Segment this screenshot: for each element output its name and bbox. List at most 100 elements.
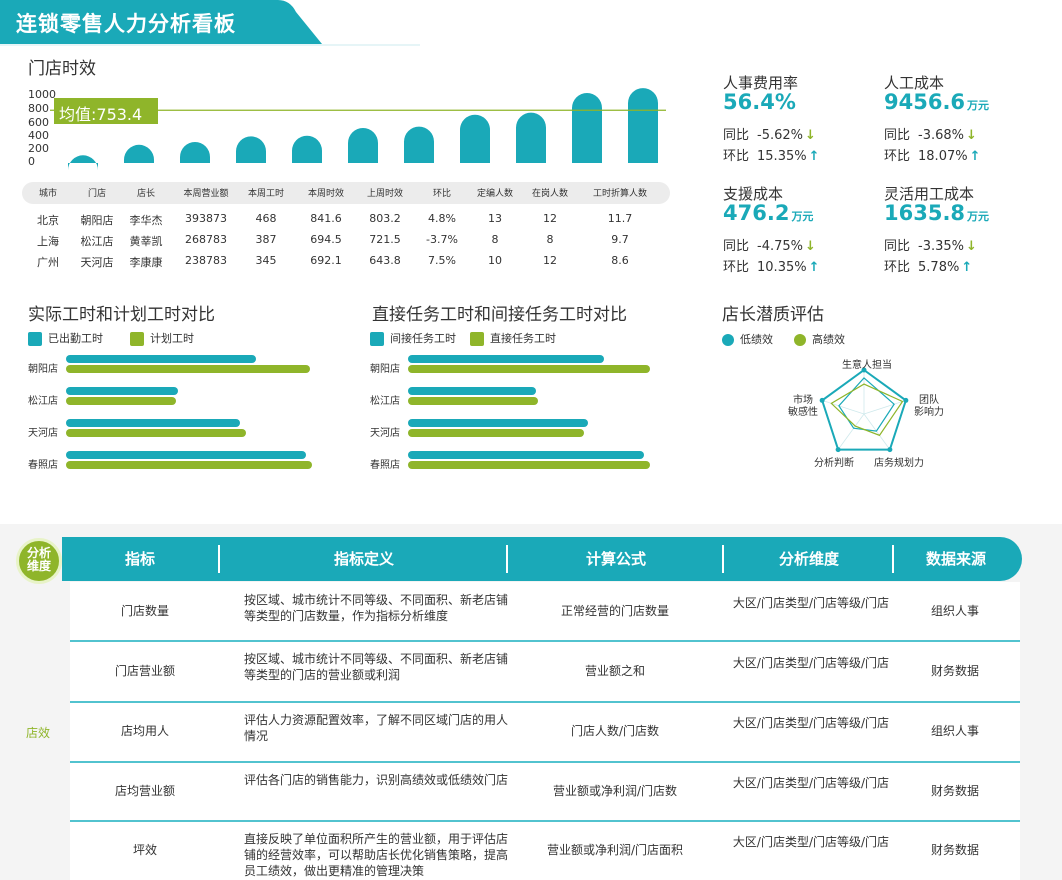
change-label: 同比 (723, 128, 750, 143)
category-efficiency: 店效 (26, 726, 51, 740)
kpi-label: 人工成本 (884, 74, 945, 92)
change-value: 18.07% (918, 149, 968, 164)
header-formula: 计算公式 (585, 550, 646, 568)
change-label: 同比 (884, 128, 911, 143)
efficiency-bar (348, 128, 378, 163)
table-cell: 8 (491, 233, 499, 246)
legend-swatch (470, 332, 484, 346)
table-header-cell: 城市 (38, 189, 57, 199)
table-cell: 10 (488, 254, 502, 267)
radar-axis-label: 团队 影响力 (914, 395, 944, 418)
radar-title: 店长潜质评估 (722, 305, 824, 325)
table-header-cell: 本周工时 (247, 189, 284, 199)
kpi-change-row: 环比 5.78% ↑ (884, 256, 972, 275)
category-label: 松江店 (370, 396, 400, 407)
table-cell: 北京 (37, 214, 59, 227)
table-header-cell: 工时折算人数 (592, 189, 647, 199)
arrow-down-icon: ↓ (966, 239, 977, 254)
table-cell: 387 (255, 233, 277, 246)
legend-indirect: 间接任务工时 (370, 330, 456, 346)
hbar (66, 365, 310, 373)
y-tick: 400 (28, 129, 49, 142)
efficiency-bar (180, 142, 210, 163)
hbar (408, 355, 604, 363)
table-cell: 8 (546, 233, 554, 246)
category-label: 朝阳店 (370, 364, 400, 375)
hbar (66, 397, 176, 405)
table-header-cell: 店长 (136, 189, 155, 199)
table-cell: 4.8% (428, 212, 456, 225)
change-label: 环比 (884, 149, 911, 164)
efficiency-bar (460, 114, 490, 163)
radar-spoke (822, 400, 865, 415)
kpi-unit: 万元 (967, 210, 990, 223)
efficiency-bar (124, 144, 154, 163)
table-cell: 朝阳店 (80, 214, 114, 227)
metric-dimension: 大区/门店类型/门店等级/门店 (732, 834, 890, 849)
y-tick: 600 (28, 116, 49, 129)
task-hours-title: 直接任务工时和间接任务工时对比 (372, 305, 627, 325)
arrow-down-icon: ↓ (966, 128, 977, 143)
table-cell: 721.5 (369, 233, 401, 246)
kpi-change-row: 同比 -4.75% ↓ (723, 235, 816, 254)
efficiency-bar (628, 88, 658, 163)
category-label: 松江店 (28, 396, 58, 407)
table-cell: 692.1 (310, 254, 342, 267)
work-hours-chart (66, 355, 312, 469)
arrow-up-icon: ↑ (969, 149, 981, 164)
y-tick: 200 (28, 142, 49, 155)
change-label: 同比 (884, 239, 911, 254)
arrow-up-icon: ↑ (961, 260, 973, 275)
efficiency-bar (516, 112, 546, 163)
radar-axis-label: 店务规划力 (874, 458, 924, 469)
table-cell: 345 (255, 254, 277, 267)
change-label: 环比 (723, 149, 750, 164)
metric-formula: 正常经营的门店数量 (560, 603, 669, 618)
table-cell: 268783 (185, 233, 227, 246)
metric-definition: 直接反映了单位面积所产生的营业额，用于评估店铺的经营效率，可以帮助店长优化销售策… (244, 832, 509, 879)
table-cell: 643.8 (369, 254, 401, 267)
category-label: 天河店 (370, 428, 400, 439)
metric-formula: 营业额或净利润/门店数 (552, 783, 678, 798)
header-source: 数据来源 (925, 550, 986, 568)
row-divider (70, 761, 1020, 763)
table-header-cell: 本周营业额 (183, 189, 229, 199)
row-divider (70, 701, 1020, 703)
metric-source: 财务数据 (930, 783, 979, 798)
radar-axis-label: 分析判断 (814, 458, 854, 469)
row-divider (70, 640, 1020, 642)
metric-dimension: 大区/门店类型/门店等级/门店 (732, 595, 890, 610)
hbar (66, 387, 178, 395)
kpi-label: 灵活用工成本 (884, 185, 975, 203)
hbar (408, 387, 536, 395)
metric-dimension: 大区/门店类型/门店等级/门店 (732, 716, 890, 730)
metric-definition: 评估人力资源配置效率，了解不同区域门店的用人情况 (244, 713, 509, 744)
change-label: 环比 (723, 260, 750, 275)
hbar (408, 429, 584, 437)
hbar (66, 461, 312, 469)
table-header-cell: 本周时效 (307, 189, 344, 199)
legend-high: 高绩效 (794, 331, 845, 347)
metric-name: 店均用人 (120, 724, 169, 738)
legend-swatch (28, 332, 42, 346)
table-cell: 李华杰 (129, 214, 163, 227)
change-value: -3.35% (918, 239, 965, 254)
hbar (66, 419, 240, 427)
table-cell: 13 (488, 212, 502, 225)
legend-attended: 已出勤工时 (28, 330, 103, 346)
table-cell: 松江店 (80, 235, 114, 248)
table-cell: 803.2 (369, 212, 401, 225)
radar-axis-label: 生意人担当 (842, 360, 892, 371)
radar-chart (819, 367, 909, 453)
table-header-cell: 门店 (87, 189, 106, 199)
kpi-number: 1635.8 (884, 201, 966, 225)
hbar (408, 419, 588, 427)
radar-vertex (819, 397, 825, 403)
hbar (408, 461, 650, 469)
category-label: 朝阳店 (28, 364, 58, 375)
table-cell: 9.7 (611, 233, 629, 246)
change-value: 10.35% (757, 260, 807, 275)
task-hours-chart (408, 355, 650, 469)
kpi-change-row: 同比 -5.62% ↓ (723, 124, 816, 143)
badge-label: 分析 维度 (26, 546, 51, 574)
